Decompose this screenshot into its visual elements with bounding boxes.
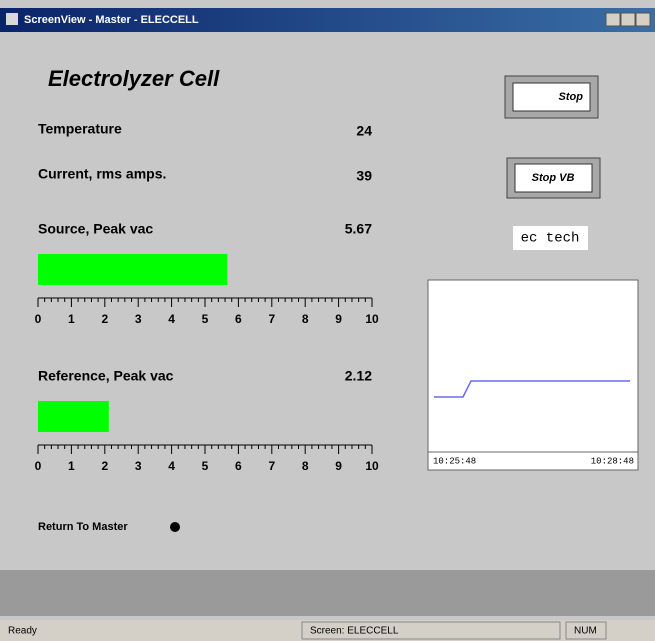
gauge-bar [38,401,109,432]
ruler-tick-label: 9 [335,312,342,326]
ruler-tick-label: 5 [202,312,209,326]
ruler-tick-label: 10 [365,312,379,326]
button-face[interactable] [512,82,591,112]
gauge-label: Reference, Peak vac [38,368,174,384]
gauge-label: Source, Peak vac [38,221,153,237]
status-bar [0,620,655,641]
return-button[interactable] [170,522,180,532]
ruler-tick-label: 3 [135,459,142,473]
reading-value: 24 [356,123,372,139]
ruler-tick-label: 7 [268,312,275,326]
button-label[interactable]: Stop [559,91,584,103]
trend-chart: 10:25:48 10:28:48 [427,279,639,471]
bottom-band [0,570,655,616]
trend-frame [427,279,639,471]
button-face[interactable] [514,163,593,193]
tag-box [513,226,588,250]
ruler-tick-label: 7 [268,459,275,473]
gauge-value: 2.12 [345,368,372,384]
return-link[interactable]: Return To Master [38,521,128,533]
trend-time-label: 10:28:48 [591,456,634,466]
stop-vb-button[interactable]: Stop VB [506,157,601,199]
ruler-tick-label: 2 [101,312,108,326]
trend-time-label: 10:25:48 [433,456,476,466]
reading-label: Temperature [38,121,122,137]
status-text: NUM [574,626,597,637]
title-bar [0,8,655,32]
window-controls[interactable] [605,12,651,27]
ruler-tick-label: 10 [365,459,379,473]
status-pane [565,621,607,640]
ruler-tick-label: 4 [168,312,175,326]
ruler-tick-label: 9 [335,459,342,473]
ruler-tick-label: 2 [101,459,108,473]
ruler-tick-label: 6 [235,459,242,473]
status-text: Ready [8,626,37,637]
window-title: ScreenView - Master - ELECCELL [24,14,199,26]
reading-label: Current, rms amps. [38,166,166,182]
status-pane [301,621,561,640]
reading-value: 39 [356,168,372,184]
minimize-button[interactable] [605,12,621,27]
ruler-tick-label: 3 [135,312,142,326]
tag: ec tech [521,231,580,247]
status-text: Screen: ELECCELL [310,626,399,637]
ruler-tick-label: 8 [302,459,309,473]
ruler-tick-label: 1 [68,312,75,326]
trend-line [434,380,630,398]
button-label[interactable]: Stop VB [532,172,575,184]
ruler-tick-label: 8 [302,312,309,326]
ruler-tick-label: 1 [68,459,75,473]
ruler-tick-label: 0 [35,459,42,473]
stop-button[interactable]: Stop [504,75,599,119]
ruler-tick-label: 6 [235,312,242,326]
maximize-button[interactable] [620,12,636,27]
ruler-tick-label: 0 [35,312,42,326]
close-button[interactable] [635,12,651,27]
app-icon [6,13,18,25]
gauge-value: 5.67 [345,221,372,237]
ruler-tick-label: 5 [202,459,209,473]
screen-title: Electrolyzer Cell [48,66,220,91]
ruler-tick-label: 4 [168,459,175,473]
gauge-bar [38,254,228,285]
